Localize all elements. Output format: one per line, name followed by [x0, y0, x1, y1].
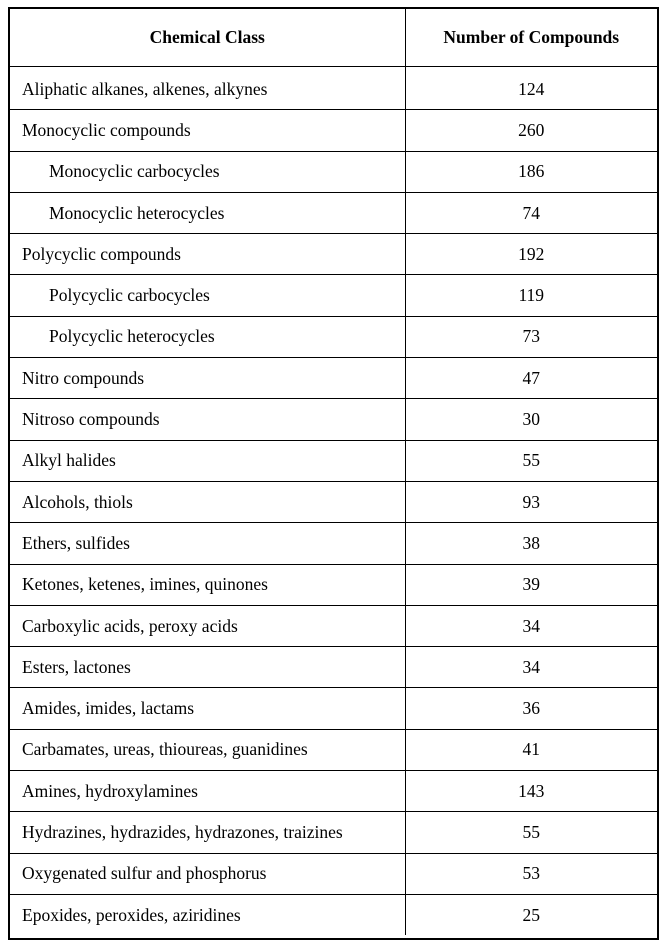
- chemical-class-cell: Amides, imides, lactams: [10, 687, 406, 730]
- compound-count-cell: 119: [405, 274, 657, 317]
- table-row: Esters, lactones 34: [10, 646, 657, 689]
- table-row: Monocyclic compounds 260: [10, 109, 657, 152]
- chemical-class-cell: Monocyclic compounds: [10, 109, 406, 152]
- compound-count-cell: 34: [405, 646, 657, 689]
- chemical-class-cell: Ketones, ketenes, imines, quinones: [10, 564, 406, 606]
- compound-count-cell: 25: [522, 904, 541, 925]
- chemical-class-cell: Polycyclic compounds: [10, 233, 406, 276]
- table-row: Alkyl halides 55: [10, 440, 657, 482]
- header-number-of-compounds: Number of Compounds: [405, 9, 657, 67]
- compounds-table-frame: Chemical Class Number of Compounds Aliph…: [8, 7, 659, 940]
- compound-count-cell: 186: [405, 151, 657, 193]
- chemical-class-cell: Carbamates, ureas, thioureas, guanidines: [10, 729, 406, 772]
- table-row: Nitroso compounds 30: [10, 398, 657, 441]
- compound-count-cell: 36: [405, 687, 657, 730]
- table-body: Aliphatic alkanes, alkenes, alkynes 124 Mo…: [10, 69, 657, 936]
- chemical-class-cell: Ethers, sulfides: [10, 522, 406, 565]
- table-row: Polycyclic heterocycles 73: [10, 316, 657, 359]
- compound-count-cell: 93: [405, 481, 657, 524]
- table-row: Carbamates, ureas, thioureas, guanidines…: [10, 729, 657, 772]
- compound-count-cell: 124: [405, 69, 657, 111]
- table-row: Polycyclic carbocycles 119: [10, 274, 657, 317]
- table-row: Alcohols, thiols 93: [10, 481, 657, 524]
- chemical-class-cell: Oxygenated sulfur and phosphorus: [10, 853, 406, 895]
- chemical-class-cell: Alcohols, thiols: [10, 481, 406, 524]
- table-row: Epoxides, peroxides, aziridines 25: [10, 894, 657, 936]
- chemical-class-cell: Esters, lactones: [10, 646, 406, 689]
- chemical-class-cell: Nitro compounds: [10, 357, 406, 400]
- chemical-class-cell: Aliphatic alkanes, alkenes, alkynes: [10, 69, 406, 111]
- header-separator: [10, 66, 657, 69]
- compounds-table: Chemical Class Number of Compounds Aliph…: [10, 9, 657, 936]
- compound-count-cell: 55: [405, 440, 657, 482]
- chemical-class-cell: Carboxylic acids, peroxy acids: [10, 605, 406, 648]
- table-row: Hydrazines, hydrazides, hydrazones, trai…: [10, 811, 657, 854]
- compound-count-cell: 53: [405, 853, 657, 895]
- table-row: Carboxylic acids, peroxy acids 34: [10, 605, 657, 648]
- compound-count-cell: 192: [405, 233, 657, 276]
- chemical-class-cell: Epoxides, peroxides, aziridines: [10, 894, 406, 936]
- table-row: Monocyclic heterocycles 74: [10, 192, 657, 235]
- chemical-class-cell: Amines, hydroxylamines: [10, 770, 406, 813]
- compound-count-cell: 73: [405, 316, 657, 359]
- compound-count-cell: 260: [405, 109, 657, 152]
- table-row: Monocyclic carbocycles 186: [10, 151, 657, 193]
- chemical-class-cell: Alkyl halides: [10, 440, 406, 482]
- compound-count-cell: 74: [405, 192, 657, 235]
- chemical-class-cell: Monocyclic carbocycles: [10, 151, 406, 193]
- compound-count-cell: 143: [405, 770, 657, 813]
- table-row: Ethers, sulfides 38: [10, 522, 657, 565]
- table-row: Aliphatic alkanes, alkenes, alkynes 124: [10, 69, 657, 111]
- compound-count-cell: 34: [405, 605, 657, 648]
- header-chemical-class: Chemical Class: [10, 9, 406, 67]
- header-row: Chemical Class Number of Compounds: [10, 9, 657, 67]
- compound-count-cell: 30: [405, 398, 657, 441]
- compound-count-cell: 38: [405, 522, 657, 565]
- chemical-class-cell: Monocyclic heterocycles: [10, 192, 406, 235]
- table-row: Polycyclic compounds 192: [10, 233, 657, 276]
- chemical-class-cell: Polycyclic carbocycles: [10, 274, 406, 317]
- compound-count-cell: 39: [405, 564, 657, 606]
- chemical-class-cell: Nitroso compounds: [10, 398, 406, 441]
- table-row: Amines, hydroxylamines 143: [10, 770, 657, 813]
- chemical-class-cell: Polycyclic heterocycles: [10, 316, 406, 359]
- table-row: Oxygenated sulfur and phosphorus 53: [10, 853, 657, 895]
- compound-count-cell: 47: [405, 357, 657, 400]
- table-row: Amides, imides, lactams 36: [10, 687, 657, 730]
- chemical-class-cell: Hydrazines, hydrazides, hydrazones, trai…: [10, 811, 406, 854]
- compound-count-cell: 41: [405, 729, 657, 772]
- table-row: Ketones, ketenes, imines, quinones 39: [10, 564, 657, 606]
- table-row: Nitro compounds 47: [10, 357, 657, 400]
- compound-count-cell: 55: [405, 811, 657, 854]
